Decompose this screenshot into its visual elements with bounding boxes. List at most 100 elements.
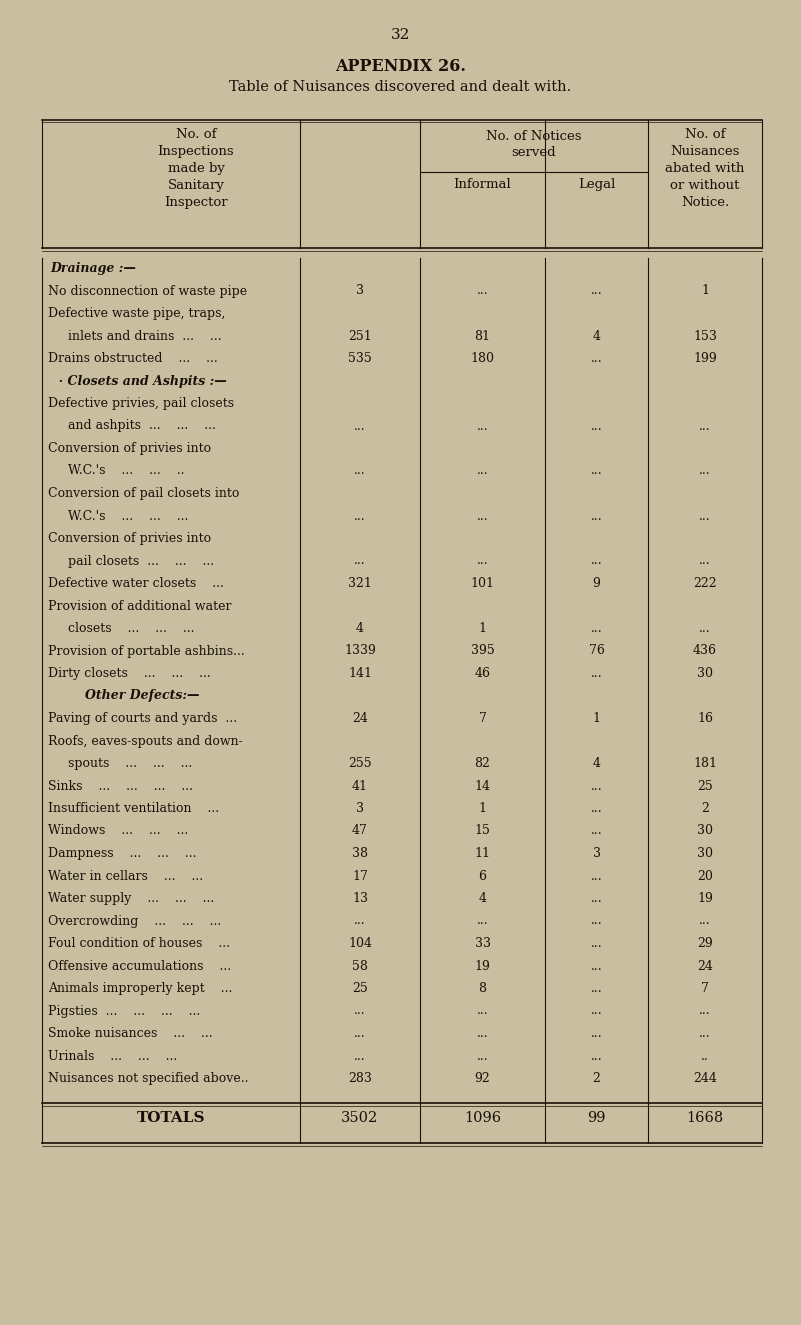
- Text: 38: 38: [352, 847, 368, 860]
- Text: 25: 25: [697, 779, 713, 792]
- Text: Nuisances: Nuisances: [670, 144, 739, 158]
- Text: 181: 181: [693, 757, 717, 770]
- Text: ...: ...: [354, 1004, 366, 1018]
- Text: 15: 15: [474, 824, 490, 837]
- Text: 1: 1: [701, 285, 709, 298]
- Text: 1339: 1339: [344, 644, 376, 657]
- Text: ...: ...: [354, 465, 366, 477]
- Text: 16: 16: [697, 712, 713, 725]
- Text: Animals improperly kept    ...: Animals improperly kept ...: [48, 982, 232, 995]
- Text: Conversion of pail closets into: Conversion of pail closets into: [48, 488, 239, 500]
- Text: W.C.'s    ...    ...    ..: W.C.'s ... ... ..: [48, 465, 184, 477]
- Text: ...: ...: [590, 1004, 602, 1018]
- Text: Legal: Legal: [578, 178, 615, 191]
- Text: served: served: [512, 146, 557, 159]
- Text: 92: 92: [475, 1072, 490, 1085]
- Text: Defective water closets    ...: Defective water closets ...: [48, 576, 223, 590]
- Text: ...: ...: [699, 465, 710, 477]
- Text: Roofs, eaves-spouts and down-: Roofs, eaves-spouts and down-: [48, 734, 243, 747]
- Text: Conversion of privies into: Conversion of privies into: [48, 443, 211, 454]
- Text: ...: ...: [590, 892, 602, 905]
- Text: ...: ...: [590, 465, 602, 477]
- Text: ...: ...: [590, 914, 602, 927]
- Text: 32: 32: [391, 28, 410, 42]
- Text: 3: 3: [356, 802, 364, 815]
- Text: ...: ...: [590, 510, 602, 522]
- Text: 41: 41: [352, 779, 368, 792]
- Text: ..: ..: [701, 1049, 709, 1063]
- Text: ...: ...: [590, 1027, 602, 1040]
- Text: Informal: Informal: [453, 178, 511, 191]
- Text: 30: 30: [697, 824, 713, 837]
- Text: 1: 1: [478, 621, 486, 635]
- Text: Defective waste pipe, traps,: Defective waste pipe, traps,: [48, 307, 225, 321]
- Text: and ashpits  ...    ...    ...: and ashpits ... ... ...: [48, 420, 216, 432]
- Text: 101: 101: [470, 576, 494, 590]
- Text: Sinks    ...    ...    ...    ...: Sinks ... ... ... ...: [48, 779, 193, 792]
- Text: W.C.'s    ...    ...    ...: W.C.'s ... ... ...: [48, 510, 188, 522]
- Text: 395: 395: [471, 644, 494, 657]
- Text: Paving of courts and yards  ...: Paving of courts and yards ...: [48, 712, 237, 725]
- Text: Provision of portable ashbins...: Provision of portable ashbins...: [48, 644, 245, 657]
- Text: Table of Nuisances discovered and dealt with.: Table of Nuisances discovered and dealt …: [229, 80, 572, 94]
- Text: 14: 14: [474, 779, 490, 792]
- Text: Smoke nuisances    ...    ...: Smoke nuisances ... ...: [48, 1027, 212, 1040]
- Text: ...: ...: [477, 1004, 489, 1018]
- Text: 19: 19: [697, 892, 713, 905]
- Text: ...: ...: [699, 1004, 710, 1018]
- Text: 30: 30: [697, 847, 713, 860]
- Text: No. of: No. of: [175, 129, 216, 140]
- Text: 4: 4: [356, 621, 364, 635]
- Text: abated with: abated with: [666, 162, 745, 175]
- Text: ...: ...: [477, 554, 489, 567]
- Text: ...: ...: [590, 1049, 602, 1063]
- Text: 24: 24: [352, 712, 368, 725]
- Text: ...: ...: [477, 285, 489, 298]
- Text: Foul condition of houses    ...: Foul condition of houses ...: [48, 937, 230, 950]
- Text: Inspections: Inspections: [158, 144, 235, 158]
- Text: TOTALS: TOTALS: [137, 1110, 205, 1125]
- Text: 9: 9: [593, 576, 601, 590]
- Text: 141: 141: [348, 666, 372, 680]
- Text: Offensive accumulations    ...: Offensive accumulations ...: [48, 959, 231, 973]
- Text: ...: ...: [699, 420, 710, 432]
- Text: 4: 4: [593, 757, 601, 770]
- Text: 30: 30: [697, 666, 713, 680]
- Text: ...: ...: [354, 1049, 366, 1063]
- Text: · Closets and Ashpits :—: · Closets and Ashpits :—: [50, 375, 227, 387]
- Text: Overcrowding    ...    ...    ...: Overcrowding ... ... ...: [48, 914, 221, 927]
- Text: 199: 199: [693, 352, 717, 364]
- Text: Drainage :—: Drainage :—: [50, 262, 136, 276]
- Text: 3: 3: [593, 847, 601, 860]
- Text: ...: ...: [354, 914, 366, 927]
- Text: 535: 535: [348, 352, 372, 364]
- Text: ...: ...: [590, 621, 602, 635]
- Text: 255: 255: [348, 757, 372, 770]
- Text: 4: 4: [478, 892, 486, 905]
- Text: ...: ...: [590, 554, 602, 567]
- Text: spouts    ...    ...    ...: spouts ... ... ...: [48, 757, 192, 770]
- Text: 1: 1: [593, 712, 601, 725]
- Text: 6: 6: [478, 869, 486, 882]
- Text: 11: 11: [474, 847, 490, 860]
- Text: ...: ...: [699, 914, 710, 927]
- Text: 33: 33: [474, 937, 490, 950]
- Text: ...: ...: [354, 510, 366, 522]
- Text: Nuisances not specified above..: Nuisances not specified above..: [48, 1072, 248, 1085]
- Text: 1096: 1096: [464, 1110, 501, 1125]
- Text: 17: 17: [352, 869, 368, 882]
- Text: Conversion of privies into: Conversion of privies into: [48, 533, 211, 545]
- Text: 25: 25: [352, 982, 368, 995]
- Text: Urinals    ...    ...    ...: Urinals ... ... ...: [48, 1049, 177, 1063]
- Text: closets    ...    ...    ...: closets ... ... ...: [48, 621, 195, 635]
- Text: 321: 321: [348, 576, 372, 590]
- Text: No disconnection of waste pipe: No disconnection of waste pipe: [48, 285, 248, 298]
- Text: 24: 24: [697, 959, 713, 973]
- Text: ...: ...: [590, 937, 602, 950]
- Text: Inspector: Inspector: [164, 196, 227, 209]
- Text: 2: 2: [701, 802, 709, 815]
- Text: Drains obstructed    ...    ...: Drains obstructed ... ...: [48, 352, 218, 364]
- Text: 29: 29: [697, 937, 713, 950]
- Text: ...: ...: [590, 959, 602, 973]
- Text: 251: 251: [348, 330, 372, 342]
